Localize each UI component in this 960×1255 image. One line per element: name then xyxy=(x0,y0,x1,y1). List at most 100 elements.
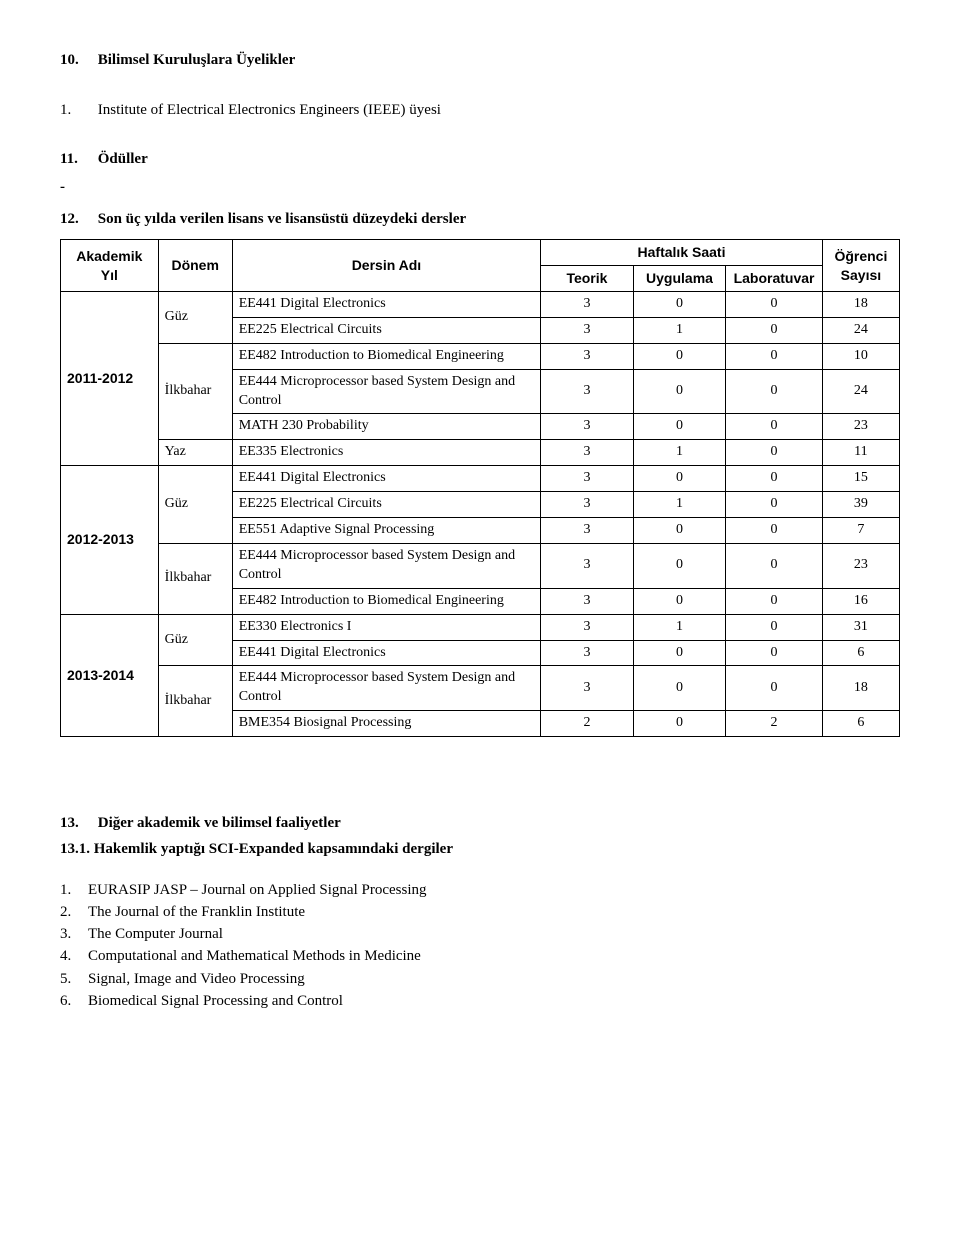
cell-donem: İlkbahar xyxy=(158,666,232,737)
section-11-title: Ödüller xyxy=(98,151,148,167)
header-uygulama: Uygulama xyxy=(633,266,726,292)
section-10-item: 1. Institute of Electrical Electronics E… xyxy=(60,100,900,120)
section-10-item-text: Institute of Electrical Electronics Engi… xyxy=(98,102,441,118)
section-11-num: 11. xyxy=(60,149,94,169)
cell-l: 0 xyxy=(726,317,823,343)
section-13-title: Diğer akademik ve bilimsel faaliyetler xyxy=(98,815,341,831)
journal-item-num: 4. xyxy=(60,946,88,966)
cell-ders: BME354 Biosignal Processing xyxy=(232,711,540,737)
cell-donem: Güz xyxy=(158,292,232,344)
section-12-title: Son üç yılda verilen lisans ve lisansüst… xyxy=(98,211,466,227)
cell-sayi: 39 xyxy=(822,492,899,518)
section-13-num: 13. xyxy=(60,813,94,833)
cell-u: 0 xyxy=(633,640,726,666)
cell-t: 3 xyxy=(541,440,634,466)
cell-ders: EE444 Microprocessor based System Design… xyxy=(232,543,540,588)
cell-l: 0 xyxy=(726,543,823,588)
table-header-row-1: Akademik Yıl Dönem Dersin Adı Haftalık S… xyxy=(61,240,900,266)
cell-ders: EE482 Introduction to Biomedical Enginee… xyxy=(232,588,540,614)
header-ders: Dersin Adı xyxy=(232,240,540,292)
cell-l: 0 xyxy=(726,369,823,414)
section-12-heading: 12. Son üç yılda verilen lisans ve lisan… xyxy=(60,209,900,229)
cell-l: 0 xyxy=(726,414,823,440)
cell-sayi: 7 xyxy=(822,518,899,544)
cell-donem: Güz xyxy=(158,466,232,544)
cell-t: 2 xyxy=(541,711,634,737)
cell-ders: EE225 Electrical Circuits xyxy=(232,317,540,343)
journal-item-text: Computational and Mathematical Methods i… xyxy=(88,948,421,964)
journal-item-num: 2. xyxy=(60,902,88,922)
section-13-sub-title: Hakemlik yaptığı SCI-Expanded kapsamında… xyxy=(94,841,453,857)
journal-item-text: The Journal of the Franklin Institute xyxy=(88,904,305,920)
cell-u: 0 xyxy=(633,466,726,492)
cell-t: 3 xyxy=(541,588,634,614)
journal-item-text: Biomedical Signal Processing and Control xyxy=(88,993,343,1009)
cell-ders: EE330 Electronics I xyxy=(232,614,540,640)
section-13-heading: 13. Diğer akademik ve bilimsel faaliyetl… xyxy=(60,813,900,833)
header-ogrenci: Öğrenci Sayısı xyxy=(822,240,899,292)
cell-u: 0 xyxy=(633,414,726,440)
cell-ders: EE335 Electronics xyxy=(232,440,540,466)
header-haftalik: Haftalık Saati xyxy=(541,240,823,266)
cell-l: 0 xyxy=(726,666,823,711)
journal-item-num: 1. xyxy=(60,880,88,900)
table-row: 2012-2013GüzEE441 Digital Electronics300… xyxy=(61,466,900,492)
journal-item: 1.EURASIP JASP – Journal on Applied Sign… xyxy=(60,880,900,900)
cell-t: 3 xyxy=(541,614,634,640)
header-yil: Akademik Yıl xyxy=(61,240,159,292)
cell-yil: 2013-2014 xyxy=(61,614,159,736)
cell-u: 0 xyxy=(633,518,726,544)
cell-l: 0 xyxy=(726,640,823,666)
cell-l: 0 xyxy=(726,492,823,518)
table-row: YazEE335 Electronics31011 xyxy=(61,440,900,466)
section-13-sub-num: 13.1. xyxy=(60,841,90,857)
cell-sayi: 15 xyxy=(822,466,899,492)
cell-sayi: 18 xyxy=(822,292,899,318)
cell-sayi: 16 xyxy=(822,588,899,614)
cell-u: 0 xyxy=(633,588,726,614)
cell-sayi: 11 xyxy=(822,440,899,466)
section-10-heading: 10. Bilimsel Kuruluşlara Üyelikler xyxy=(60,50,900,70)
cell-ders: EE441 Digital Electronics xyxy=(232,466,540,492)
table-row: İlkbaharEE482 Introduction to Biomedical… xyxy=(61,343,900,369)
cell-l: 0 xyxy=(726,466,823,492)
cell-ders: EE444 Microprocessor based System Design… xyxy=(232,369,540,414)
cell-ders: EE441 Digital Electronics xyxy=(232,640,540,666)
cell-t: 3 xyxy=(541,317,634,343)
journal-item-text: EURASIP JASP – Journal on Applied Signal… xyxy=(88,882,427,898)
cell-t: 3 xyxy=(541,543,634,588)
section-13-sub-heading: 13.1. Hakemlik yaptığı SCI-Expanded kaps… xyxy=(60,839,900,859)
cell-l: 0 xyxy=(726,292,823,318)
table-row: 2011-2012GüzEE441 Digital Electronics300… xyxy=(61,292,900,318)
journal-item: 5.Signal, Image and Video Processing xyxy=(60,969,900,989)
journal-item: 6.Biomedical Signal Processing and Contr… xyxy=(60,991,900,1011)
header-lab: Laboratuvar xyxy=(726,266,823,292)
cell-ders: EE441 Digital Electronics xyxy=(232,292,540,318)
journal-item-num: 5. xyxy=(60,969,88,989)
journal-list: 1.EURASIP JASP – Journal on Applied Sign… xyxy=(60,880,900,1012)
cell-sayi: 24 xyxy=(822,317,899,343)
cell-t: 3 xyxy=(541,369,634,414)
cell-t: 3 xyxy=(541,414,634,440)
cell-u: 0 xyxy=(633,369,726,414)
cell-t: 3 xyxy=(541,343,634,369)
section-11-dash: - xyxy=(60,177,900,197)
table-row: İlkbaharEE444 Microprocessor based Syste… xyxy=(61,543,900,588)
section-10-item-num: 1. xyxy=(60,100,94,120)
cell-ders: EE482 Introduction to Biomedical Enginee… xyxy=(232,343,540,369)
courses-table: Akademik Yıl Dönem Dersin Adı Haftalık S… xyxy=(60,239,900,737)
cell-l: 0 xyxy=(726,440,823,466)
cell-sayi: 6 xyxy=(822,640,899,666)
table-row: 2013-2014GüzEE330 Electronics I31031 xyxy=(61,614,900,640)
cell-sayi: 23 xyxy=(822,543,899,588)
cell-u: 0 xyxy=(633,292,726,318)
cell-yil: 2011-2012 xyxy=(61,292,159,466)
cell-sayi: 24 xyxy=(822,369,899,414)
cell-ders: MATH 230 Probability xyxy=(232,414,540,440)
cell-ders: EE444 Microprocessor based System Design… xyxy=(232,666,540,711)
table-row: İlkbaharEE444 Microprocessor based Syste… xyxy=(61,666,900,711)
cell-ders: EE551 Adaptive Signal Processing xyxy=(232,518,540,544)
cell-t: 3 xyxy=(541,666,634,711)
section-10-num: 10. xyxy=(60,50,94,70)
header-donem: Dönem xyxy=(158,240,232,292)
